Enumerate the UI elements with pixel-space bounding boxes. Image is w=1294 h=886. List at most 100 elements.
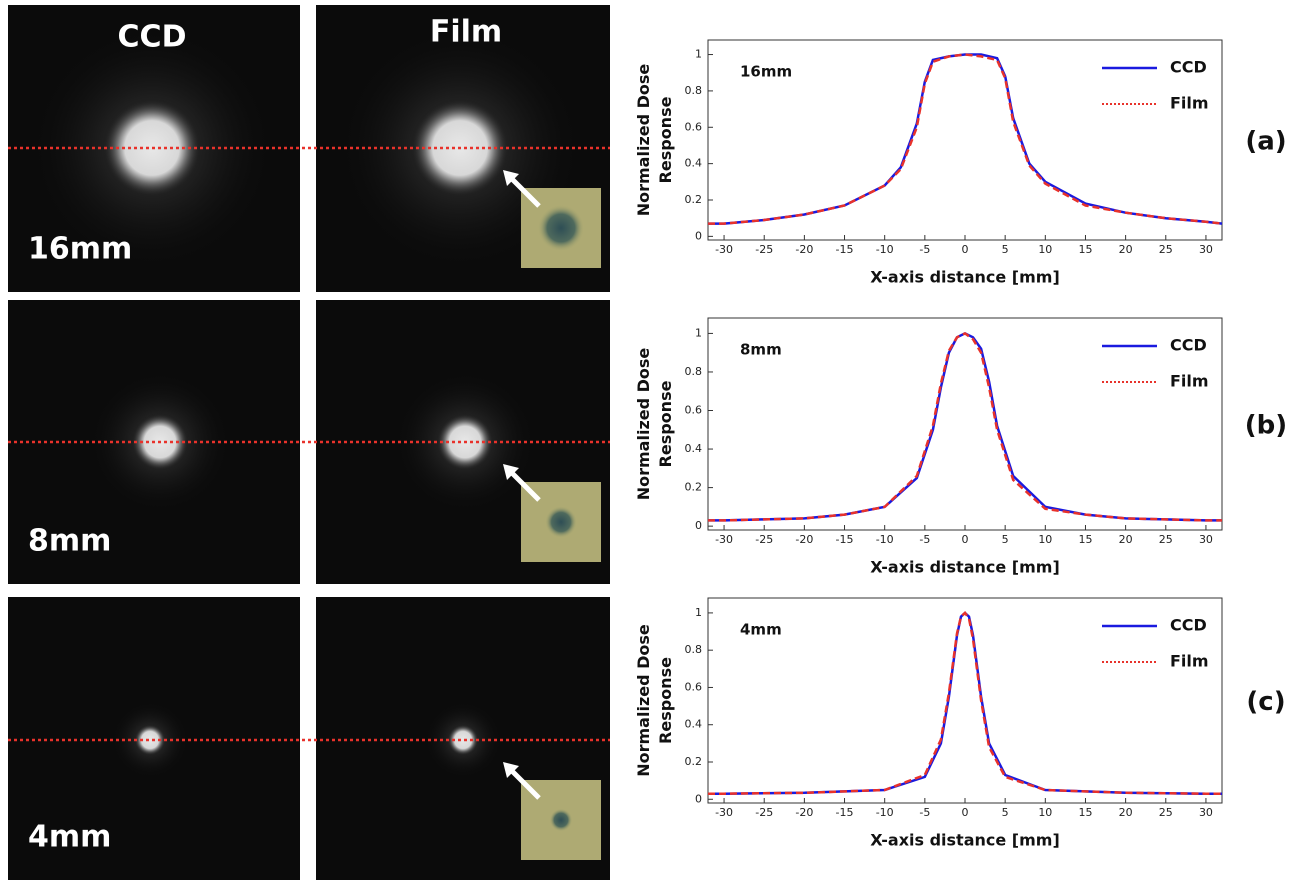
x-tick-label: 0 bbox=[962, 806, 969, 819]
y-tick-label: 0.8 bbox=[685, 643, 703, 656]
size-label: 4mm bbox=[28, 820, 111, 855]
size-annotation: 4mm bbox=[740, 621, 782, 639]
x-tick-label: -15 bbox=[836, 533, 854, 546]
x-tick-label: 0 bbox=[962, 533, 969, 546]
x-tick-label: 20 bbox=[1119, 806, 1133, 819]
y-axis-label: Normalized Dose Response bbox=[634, 64, 675, 217]
x-axis-label: X-axis distance [mm] bbox=[870, 831, 1060, 850]
x-tick-label: 10 bbox=[1038, 533, 1052, 546]
y-tick-label: 0.6 bbox=[685, 404, 703, 417]
y-axis-label-line: Normalized Dose bbox=[634, 624, 653, 777]
legend-label: CCD bbox=[1170, 616, 1207, 635]
size-label: 8mm bbox=[28, 524, 111, 559]
plot-frame bbox=[707, 597, 1223, 804]
x-axis-label: X-axis distance [mm] bbox=[870, 268, 1060, 287]
plot-frame bbox=[707, 317, 1223, 531]
x-tick-label: 25 bbox=[1159, 806, 1173, 819]
x-axis-label: X-axis distance [mm] bbox=[870, 558, 1060, 577]
size-label: 16mm bbox=[28, 232, 132, 267]
film-dot bbox=[537, 204, 585, 252]
y-tick-label: 0.2 bbox=[685, 481, 703, 494]
size-annotation: 8mm bbox=[740, 341, 782, 359]
y-axis-label-line: Normalized Dose bbox=[634, 64, 653, 217]
y-tick-label: 0.2 bbox=[685, 193, 703, 206]
x-tick-label: -15 bbox=[836, 806, 854, 819]
y-axis-label: Normalized Dose Response bbox=[634, 348, 675, 501]
x-tick-label: 5 bbox=[1002, 806, 1009, 819]
y-tick-label: 0 bbox=[695, 519, 702, 532]
y-tick-label: 0 bbox=[695, 792, 702, 805]
beam-spot bbox=[447, 724, 479, 756]
x-tick-label: 30 bbox=[1199, 243, 1213, 256]
column-label: CCD bbox=[118, 20, 187, 55]
y-axis-label: Normalized Dose Response bbox=[634, 624, 675, 777]
x-tick-label: -10 bbox=[876, 243, 894, 256]
legend-label: Film bbox=[1170, 94, 1209, 113]
y-tick-label: 1 bbox=[695, 606, 702, 619]
x-tick-label: 5 bbox=[1002, 243, 1009, 256]
size-annotation: 16mm bbox=[740, 63, 792, 81]
x-tick-label: -10 bbox=[876, 806, 894, 819]
y-axis-label-line: Response bbox=[656, 380, 675, 467]
arrow-shaft bbox=[507, 766, 541, 800]
series-line bbox=[708, 331, 1222, 522]
arrow-shaft bbox=[507, 174, 541, 208]
legend-label: Film bbox=[1170, 652, 1209, 671]
panel-label: (b) bbox=[1245, 411, 1287, 441]
x-tick-label: 20 bbox=[1119, 533, 1133, 546]
x-tick-label: 15 bbox=[1078, 243, 1092, 256]
x-tick-label: 30 bbox=[1199, 533, 1213, 546]
x-tick-label: -20 bbox=[795, 243, 813, 256]
arrow-shaft bbox=[507, 468, 541, 502]
y-tick-label: 0.6 bbox=[685, 120, 703, 133]
y-tick-label: 1 bbox=[695, 326, 702, 339]
arrow-head bbox=[503, 762, 519, 778]
x-tick-label: -5 bbox=[919, 806, 930, 819]
x-tick-label: 5 bbox=[1002, 533, 1009, 546]
x-tick-label: 20 bbox=[1119, 243, 1133, 256]
x-tick-label: 15 bbox=[1078, 806, 1092, 819]
series-line bbox=[708, 611, 1222, 795]
x-tick-label: 10 bbox=[1038, 243, 1052, 256]
x-tick-label: 25 bbox=[1159, 533, 1173, 546]
y-tick-label: 0.4 bbox=[685, 442, 703, 455]
x-tick-label: -10 bbox=[876, 533, 894, 546]
x-tick-label: 30 bbox=[1199, 806, 1213, 819]
y-tick-label: 0.4 bbox=[685, 157, 703, 170]
y-axis-label-line: Response bbox=[656, 96, 675, 183]
x-tick-label: -30 bbox=[715, 806, 733, 819]
x-tick-label: 15 bbox=[1078, 533, 1092, 546]
y-tick-label: 1 bbox=[695, 48, 702, 61]
beam-spot bbox=[134, 724, 166, 756]
y-tick-label: 0 bbox=[695, 229, 702, 242]
x-tick-label: 0 bbox=[962, 243, 969, 256]
y-tick-label: 0.2 bbox=[685, 755, 703, 768]
y-tick-label: 0.8 bbox=[685, 84, 703, 97]
x-tick-label: -30 bbox=[715, 243, 733, 256]
panel-label: (c) bbox=[1246, 687, 1285, 717]
x-tick-label: -25 bbox=[755, 243, 773, 256]
arrow-head bbox=[503, 170, 519, 186]
plot-frame bbox=[707, 39, 1223, 241]
y-tick-label: 0.6 bbox=[685, 680, 703, 693]
series-line bbox=[708, 53, 1223, 225]
x-tick-label: -20 bbox=[795, 533, 813, 546]
x-tick-label: 25 bbox=[1159, 243, 1173, 256]
y-tick-label: 0.8 bbox=[685, 365, 703, 378]
y-axis-label-line: Response bbox=[656, 657, 675, 744]
x-tick-label: -15 bbox=[836, 243, 854, 256]
legend-label: CCD bbox=[1170, 336, 1207, 355]
legend-label: Film bbox=[1170, 372, 1209, 391]
legend-label: CCD bbox=[1170, 58, 1207, 77]
y-tick-label: 0.4 bbox=[685, 718, 703, 731]
x-tick-label: 10 bbox=[1038, 806, 1052, 819]
x-tick-label: -25 bbox=[755, 533, 773, 546]
y-axis-label-line: Normalized Dose bbox=[634, 348, 653, 501]
film-dot bbox=[545, 506, 577, 538]
x-tick-label: -5 bbox=[919, 243, 930, 256]
arrow-head bbox=[503, 464, 519, 480]
x-tick-label: -5 bbox=[919, 533, 930, 546]
x-tick-label: -25 bbox=[755, 806, 773, 819]
film-dot bbox=[549, 808, 573, 832]
x-tick-label: -20 bbox=[795, 806, 813, 819]
